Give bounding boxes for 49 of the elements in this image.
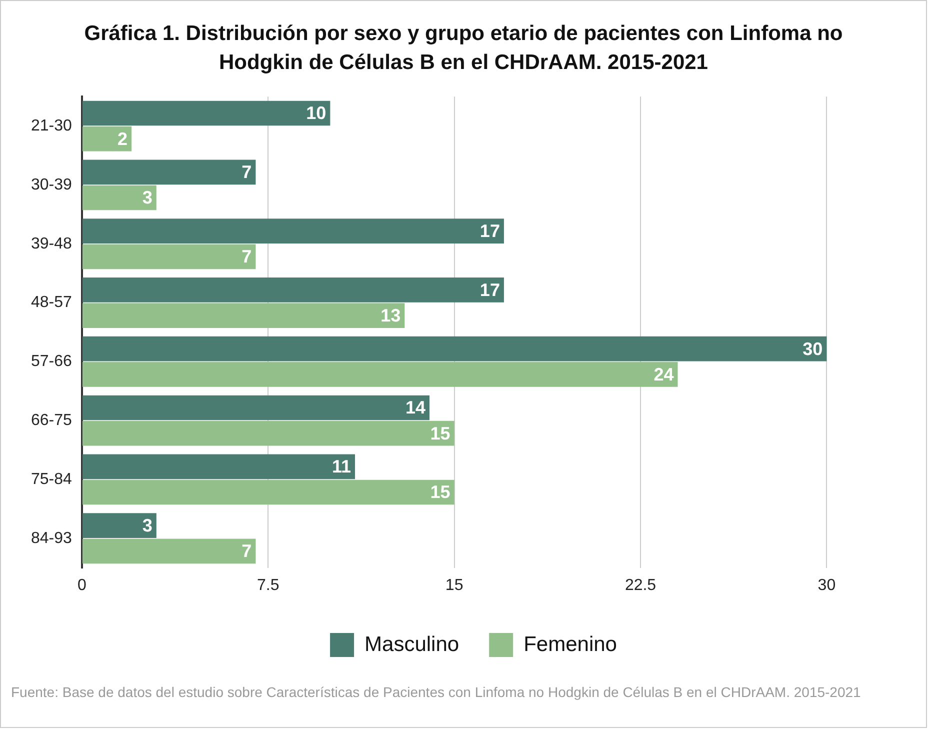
data-label: 17	[480, 221, 500, 242]
y-tick-label: 21-30	[31, 117, 72, 134]
bar	[82, 362, 678, 387]
y-tick-label: 30-39	[31, 176, 72, 194]
data-label: 30	[802, 338, 823, 359]
data-label: 11	[332, 456, 352, 477]
y-tick-label: 57-66	[31, 353, 72, 370]
data-label: 3	[142, 516, 152, 536]
bar	[82, 513, 156, 538]
source-note: Fuente: Base de datos del estudio sobre Características de Pacientes con Linfoma no Hodgkin de Células B en el CHDrAAM. 2015-2021	[11, 683, 862, 702]
bar	[82, 420, 454, 446]
bar	[82, 538, 256, 564]
bar	[82, 480, 454, 505]
y-tick-label: 48-57	[31, 294, 72, 312]
y-tick-label: 39-48	[31, 235, 72, 252]
chart-title: Gráfica 1. Distribución por sexo y grupo etario de pacientes con Linfoma no Hodgkin de Células B en el CHDrAAM. 2015-2021	[83, 21, 844, 76]
bar	[82, 395, 430, 420]
y-tick-label: 66-75	[31, 412, 72, 429]
x-tick-label: 30	[818, 576, 836, 594]
bar	[82, 278, 504, 302]
legend-label: Masculino	[364, 632, 460, 656]
data-label: 24	[654, 364, 674, 384]
x-tick-label: 0	[77, 576, 86, 594]
bar	[82, 303, 405, 328]
data-label: 7	[242, 541, 252, 562]
y-tick-label: 84-93	[31, 530, 72, 547]
bar	[82, 336, 827, 362]
bar	[82, 244, 256, 270]
y-tick-label: 75-84	[31, 470, 72, 488]
x-tick-label: 22.5	[624, 576, 656, 594]
bar	[82, 185, 156, 210]
bar	[82, 160, 256, 185]
bar	[82, 126, 132, 152]
data-label: 15	[430, 482, 450, 502]
data-label: 7	[242, 246, 252, 267]
data-label: 10	[306, 103, 326, 124]
data-label: 13	[380, 306, 401, 326]
data-label: 7	[242, 162, 252, 182]
data-label: 15	[430, 423, 450, 444]
bar	[82, 218, 504, 244]
data-label: 3	[142, 188, 152, 208]
bar	[82, 100, 330, 126]
data-label: 2	[118, 128, 128, 149]
bar	[82, 454, 356, 480]
x-tick-label: 15	[445, 576, 464, 594]
legend-label: Femenino	[524, 632, 617, 656]
data-label: 14	[405, 398, 426, 418]
x-tick-label: 7.5	[256, 576, 280, 594]
data-label: 17	[480, 280, 500, 300]
